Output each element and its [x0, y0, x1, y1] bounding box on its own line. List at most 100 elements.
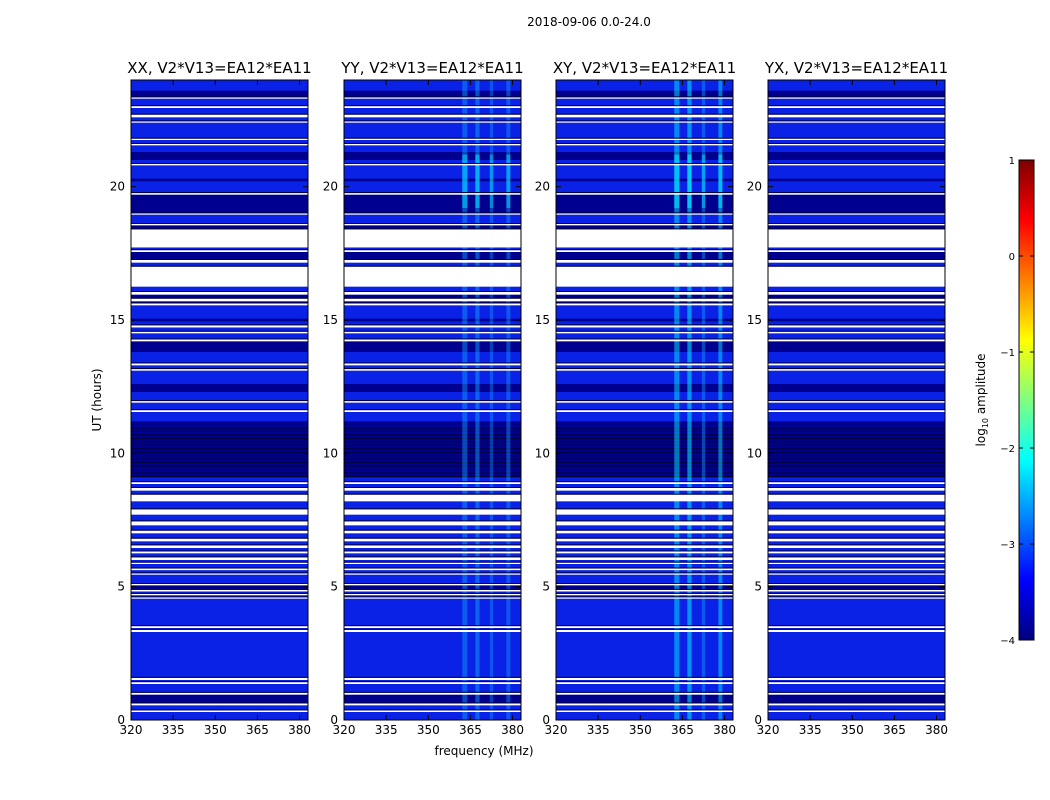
flag-edge	[131, 583, 308, 584]
flag-edge	[131, 96, 308, 98]
flag-edge	[131, 681, 308, 683]
flag-edge	[131, 628, 308, 630]
flag-edge	[768, 550, 945, 552]
flagged-band	[768, 629, 945, 632]
flagged-band	[768, 144, 945, 146]
flag-edge	[344, 583, 521, 584]
flagged-band	[556, 629, 733, 632]
dark-band	[556, 90, 733, 98]
flag-edge	[344, 544, 521, 546]
flagged-band	[556, 593, 733, 596]
dark-band	[768, 341, 945, 352]
dark-band	[768, 178, 945, 182]
colorbar-tick-label: −4	[1000, 636, 1015, 647]
flagged-band	[768, 482, 945, 484]
y-tick-label: 15	[535, 313, 550, 327]
x-tick-label: 335	[799, 723, 822, 737]
flag-edge	[344, 113, 521, 115]
flag-edge	[556, 249, 733, 251]
flag-edge	[556, 709, 733, 711]
flagged-band	[131, 213, 308, 215]
flagged-band	[131, 224, 308, 226]
flag-edge	[556, 302, 733, 304]
dark-scanline	[131, 448, 308, 450]
flag-edge	[556, 628, 733, 630]
flagged-band	[131, 164, 308, 166]
dark-scanline	[768, 427, 945, 429]
flagged-band	[768, 303, 945, 306]
flag-edge	[556, 691, 733, 693]
flagged-band	[131, 589, 308, 592]
flag-edge	[768, 487, 945, 488]
flagged-band	[131, 562, 308, 564]
flagged-band	[556, 106, 733, 108]
flagged-band	[131, 138, 308, 140]
flagged-band	[768, 229, 945, 248]
flagged-band	[344, 509, 521, 515]
flag-edge	[556, 550, 733, 552]
flagged-band	[556, 224, 733, 226]
flagged-band	[556, 584, 733, 586]
dark-scanline	[556, 476, 733, 477]
dark-band	[344, 384, 521, 392]
flag-edge	[131, 212, 308, 214]
flagged-band	[768, 677, 945, 680]
panel-2: YY, V2*V13=EA12*EA11 320 335 350 365 380 0 5 10 1…	[323, 59, 524, 737]
flag-edge	[131, 625, 308, 627]
dark-band	[344, 341, 521, 352]
flagged-band	[556, 292, 733, 295]
flagged-band	[768, 193, 945, 195]
x-tick-label: 320	[545, 723, 568, 737]
dark-band	[556, 194, 733, 214]
flag-edge	[344, 212, 521, 214]
flag-edge	[131, 561, 308, 563]
flagged-band	[131, 292, 308, 295]
flag-edge	[768, 223, 945, 224]
heatmap-background	[344, 80, 521, 720]
flagged-band	[131, 703, 308, 706]
flag-edge	[344, 628, 521, 630]
flag-edge	[131, 259, 308, 260]
dark-scanline	[131, 465, 308, 467]
dark-scanline	[344, 469, 521, 471]
dark-scanline	[768, 458, 945, 460]
flagged-band	[768, 597, 945, 599]
flagged-band	[344, 213, 521, 215]
flagged-band	[344, 589, 521, 592]
flagged-band	[131, 298, 308, 302]
flagged-band	[768, 494, 945, 502]
flag-edge	[768, 192, 945, 194]
flag-edge	[344, 409, 521, 411]
flag-edge	[556, 520, 733, 522]
flag-edge	[768, 302, 945, 304]
dark-scanline	[556, 458, 733, 460]
flag-edge	[768, 324, 945, 326]
dark-band	[556, 225, 733, 230]
flagged-band	[556, 298, 733, 302]
flagged-band	[556, 193, 733, 195]
flagged-band	[556, 121, 733, 123]
flag-edge	[131, 137, 308, 139]
flag-edge	[768, 212, 945, 214]
dark-band	[344, 585, 521, 590]
dark-scanline	[556, 462, 733, 464]
flag-edge	[768, 681, 945, 683]
dark-scanline	[131, 451, 308, 453]
flagged-band	[131, 97, 308, 99]
flag-edge	[768, 105, 945, 107]
dark-scanline	[344, 427, 521, 429]
y-axis-label: UT (hours)	[90, 368, 104, 431]
flag-edge	[344, 297, 521, 299]
flag-edge	[556, 487, 733, 488]
flag-edge	[768, 297, 945, 299]
flagged-band	[768, 224, 945, 226]
dark-band	[131, 585, 308, 590]
flag-edge	[768, 596, 945, 598]
flagged-band	[556, 164, 733, 166]
dark-band	[344, 318, 521, 322]
flagged-band	[344, 710, 521, 712]
flagged-band	[768, 250, 945, 252]
flagged-band	[768, 593, 945, 596]
flag-edge	[768, 291, 945, 292]
